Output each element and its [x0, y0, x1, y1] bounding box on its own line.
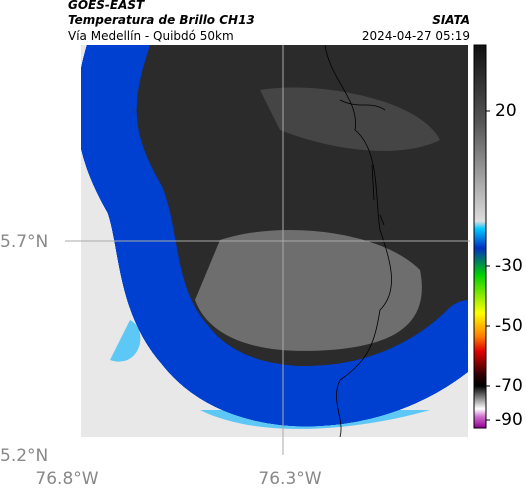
source: SIATA: [432, 13, 470, 27]
title: GOES-EAST: [68, 0, 145, 12]
colorbar-label: -50: [495, 316, 523, 336]
colorbar-label: 20: [495, 101, 517, 121]
lon-label: 76.3°W: [258, 469, 321, 489]
timestamp: 2024-04-27 05:19: [362, 29, 470, 43]
colorbar-label: -70: [495, 376, 523, 396]
colorbar: [473, 44, 487, 429]
colorbar-label: -90: [495, 410, 523, 430]
colorbar-label: -30: [495, 256, 523, 276]
subtitle: Temperatura de Brillo CH13: [68, 13, 255, 27]
lon-label: 76.8°W: [35, 469, 98, 489]
map-image: [81, 45, 468, 437]
lat-label: 5.2°N: [0, 446, 48, 466]
lat-label: 5.7°N: [0, 232, 48, 252]
region: Vía Medellín - Quibdó 50km: [68, 29, 234, 43]
